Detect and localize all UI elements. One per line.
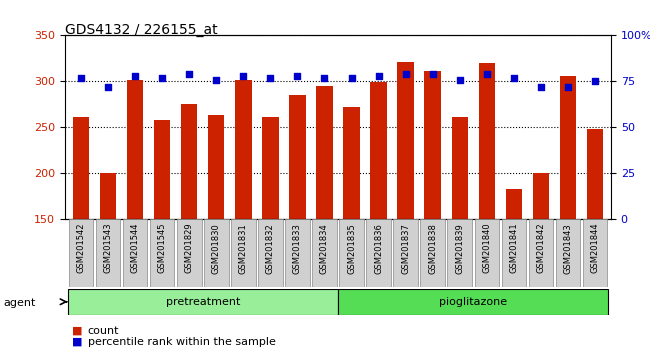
Text: GSM201543: GSM201543 xyxy=(104,223,112,274)
FancyBboxPatch shape xyxy=(556,219,580,287)
Bar xyxy=(506,189,522,354)
FancyBboxPatch shape xyxy=(123,219,148,287)
Text: GSM201843: GSM201843 xyxy=(564,223,572,274)
FancyBboxPatch shape xyxy=(393,219,418,287)
Point xyxy=(292,73,303,79)
FancyBboxPatch shape xyxy=(177,219,202,287)
Bar xyxy=(127,80,144,354)
Text: GSM201837: GSM201837 xyxy=(401,223,410,274)
Bar xyxy=(532,173,549,354)
Text: agent: agent xyxy=(3,298,36,308)
FancyBboxPatch shape xyxy=(339,219,364,287)
Point xyxy=(157,75,168,81)
Bar xyxy=(289,95,306,354)
FancyBboxPatch shape xyxy=(367,219,391,287)
Point xyxy=(400,71,411,77)
FancyBboxPatch shape xyxy=(338,289,608,315)
FancyBboxPatch shape xyxy=(285,219,309,287)
FancyBboxPatch shape xyxy=(68,289,338,315)
Bar xyxy=(181,104,198,354)
Point xyxy=(508,75,519,81)
Point xyxy=(346,75,357,81)
Text: GSM201832: GSM201832 xyxy=(266,223,275,274)
Bar xyxy=(370,82,387,354)
Bar xyxy=(343,107,359,354)
FancyBboxPatch shape xyxy=(150,219,174,287)
Text: GSM201844: GSM201844 xyxy=(590,223,599,274)
Text: GSM201841: GSM201841 xyxy=(509,223,518,274)
Bar xyxy=(73,117,89,354)
Text: GSM201833: GSM201833 xyxy=(293,223,302,274)
Text: GSM201840: GSM201840 xyxy=(482,223,491,274)
Text: GSM201835: GSM201835 xyxy=(347,223,356,274)
Point xyxy=(265,75,276,81)
FancyBboxPatch shape xyxy=(447,219,472,287)
Text: count: count xyxy=(88,326,119,336)
Point xyxy=(590,79,600,84)
Bar xyxy=(263,117,279,354)
FancyBboxPatch shape xyxy=(69,219,94,287)
Bar xyxy=(100,173,116,354)
FancyBboxPatch shape xyxy=(258,219,283,287)
Text: pretreatment: pretreatment xyxy=(166,297,240,307)
Point xyxy=(454,77,465,82)
Text: GDS4132 / 226155_at: GDS4132 / 226155_at xyxy=(65,23,218,37)
FancyBboxPatch shape xyxy=(312,219,337,287)
Text: GSM201836: GSM201836 xyxy=(374,223,383,274)
Text: GSM201830: GSM201830 xyxy=(212,223,221,274)
Text: GSM201831: GSM201831 xyxy=(239,223,248,274)
Point xyxy=(536,84,546,90)
Text: pioglitazone: pioglitazone xyxy=(439,297,507,307)
Bar xyxy=(208,115,224,354)
Bar xyxy=(235,80,252,354)
Point xyxy=(319,75,330,81)
FancyBboxPatch shape xyxy=(231,219,255,287)
Text: GSM201542: GSM201542 xyxy=(77,223,86,273)
FancyBboxPatch shape xyxy=(96,219,120,287)
Bar xyxy=(452,117,468,354)
Point xyxy=(238,73,248,79)
Point xyxy=(428,71,438,77)
Text: GSM201829: GSM201829 xyxy=(185,223,194,274)
FancyBboxPatch shape xyxy=(502,219,526,287)
Bar xyxy=(154,120,170,354)
Text: GSM201544: GSM201544 xyxy=(131,223,140,273)
Point xyxy=(130,73,140,79)
Point xyxy=(76,75,86,81)
FancyBboxPatch shape xyxy=(582,219,607,287)
Text: GSM201842: GSM201842 xyxy=(536,223,545,274)
Bar xyxy=(560,76,576,354)
Point xyxy=(103,84,114,90)
FancyBboxPatch shape xyxy=(421,219,445,287)
Point xyxy=(373,73,384,79)
Bar xyxy=(317,86,333,354)
Bar xyxy=(397,62,413,354)
Bar xyxy=(587,129,603,354)
Text: GSM201839: GSM201839 xyxy=(455,223,464,274)
Point xyxy=(211,77,222,82)
FancyBboxPatch shape xyxy=(204,219,229,287)
Bar xyxy=(478,63,495,354)
Text: GSM201545: GSM201545 xyxy=(158,223,167,273)
Text: GSM201834: GSM201834 xyxy=(320,223,329,274)
Point xyxy=(562,84,573,90)
Text: ■: ■ xyxy=(72,326,82,336)
Bar xyxy=(424,71,441,354)
Text: GSM201838: GSM201838 xyxy=(428,223,437,274)
Text: percentile rank within the sample: percentile rank within the sample xyxy=(88,337,276,347)
Point xyxy=(184,71,194,77)
FancyBboxPatch shape xyxy=(528,219,553,287)
Point xyxy=(482,71,492,77)
Text: ■: ■ xyxy=(72,337,82,347)
FancyBboxPatch shape xyxy=(474,219,499,287)
